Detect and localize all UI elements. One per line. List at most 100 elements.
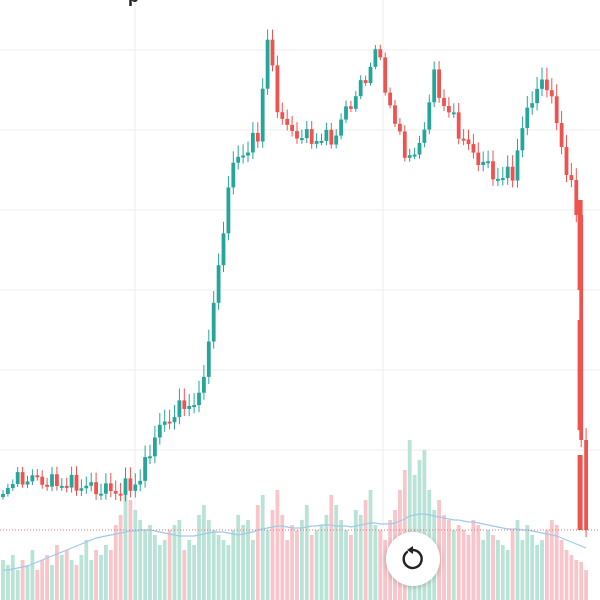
volume-bar <box>505 550 510 600</box>
volume-bar <box>314 530 319 600</box>
candle-body <box>162 421 167 425</box>
volume-bar <box>25 565 30 600</box>
candle-body <box>35 475 40 478</box>
volume-bar <box>206 520 211 600</box>
volume-bar <box>496 540 500 600</box>
candle-body <box>285 118 290 125</box>
candle-body <box>108 483 113 491</box>
candle-body <box>422 129 427 143</box>
candle-body <box>324 129 329 141</box>
volume-bar <box>540 540 544 600</box>
volume-bar <box>549 520 554 600</box>
candle-body <box>206 341 211 377</box>
candle-body <box>569 174 574 181</box>
candle-body <box>187 406 192 409</box>
volume-bar <box>481 540 486 600</box>
volume-bar <box>456 525 461 600</box>
candle-body <box>157 424 162 438</box>
candle-body <box>300 138 304 141</box>
candle-body <box>407 155 412 158</box>
candle-body <box>530 103 535 108</box>
volume-bar <box>94 550 98 600</box>
candle-body <box>275 65 280 113</box>
volume-bar <box>55 545 59 600</box>
candle-body <box>167 421 172 424</box>
volume-bar <box>471 520 476 600</box>
volume-bar <box>579 562 584 600</box>
candle-body <box>545 79 549 91</box>
candle-body <box>447 105 451 113</box>
volume-bar <box>10 555 15 600</box>
candle-body <box>246 152 250 156</box>
candle-body <box>25 481 30 485</box>
volume-bar <box>569 555 574 600</box>
candle-body <box>138 480 143 485</box>
volume-bar <box>50 565 54 600</box>
candle-body <box>432 69 437 103</box>
volume-bar <box>221 540 226 600</box>
candle-body <box>540 79 544 89</box>
reset-chart-button[interactable] <box>386 532 440 586</box>
volume-bar <box>584 570 588 600</box>
volume-bar <box>451 530 456 600</box>
candle-body <box>559 123 564 148</box>
candle-body <box>344 106 348 120</box>
volume-bar <box>339 520 343 600</box>
volume-bar <box>255 505 260 600</box>
candle-body <box>216 265 221 303</box>
candle-body <box>15 472 20 485</box>
volume-bar <box>167 530 172 600</box>
candle-body <box>172 417 177 423</box>
candle-body <box>270 39 275 66</box>
volume-bar <box>157 545 162 600</box>
volume-bar <box>530 535 535 600</box>
volume-bar <box>422 450 427 600</box>
candle-body <box>510 166 515 181</box>
candle-body <box>55 474 59 487</box>
volume-bar <box>15 570 20 600</box>
candle-body <box>486 161 490 164</box>
candle-body <box>304 129 309 139</box>
candle-body <box>40 476 45 485</box>
volume-bar <box>143 530 147 600</box>
candle-body <box>378 49 383 58</box>
volume-ma-line <box>3 513 587 571</box>
volume-bar <box>300 520 304 600</box>
volume-bar <box>202 505 206 600</box>
candle-body <box>226 187 231 234</box>
candle-body <box>456 112 461 139</box>
rotate-ccw-icon <box>398 544 428 574</box>
candle-body <box>314 140 319 144</box>
volume-bar <box>353 510 358 600</box>
candle-body <box>211 302 216 342</box>
volume-bar <box>187 540 192 600</box>
candle-body <box>427 102 432 130</box>
volume-bar <box>138 520 143 600</box>
candle-body <box>260 88 265 142</box>
candle-body <box>500 178 505 181</box>
candle-body <box>339 119 343 136</box>
candle-body <box>535 88 539 104</box>
candle-body <box>84 485 89 489</box>
volume-bar <box>104 545 108 600</box>
volume-bar <box>290 525 294 600</box>
volume-bar <box>153 535 157 600</box>
candle-body <box>437 69 441 98</box>
candle-body <box>373 49 378 67</box>
candle-body <box>577 200 583 290</box>
candle-body <box>309 129 314 144</box>
candle-body <box>182 400 187 409</box>
volume-bar <box>383 540 388 600</box>
volume-bar <box>545 530 549 600</box>
candle-body <box>295 131 299 139</box>
volume-bar <box>133 510 138 600</box>
candle-body <box>353 96 358 109</box>
volume-bar <box>64 550 69 600</box>
volume-bar <box>324 515 329 600</box>
volume-bar <box>40 560 45 600</box>
volume-bar <box>216 535 221 600</box>
candle-body <box>398 123 402 132</box>
volume-bar <box>491 535 495 600</box>
